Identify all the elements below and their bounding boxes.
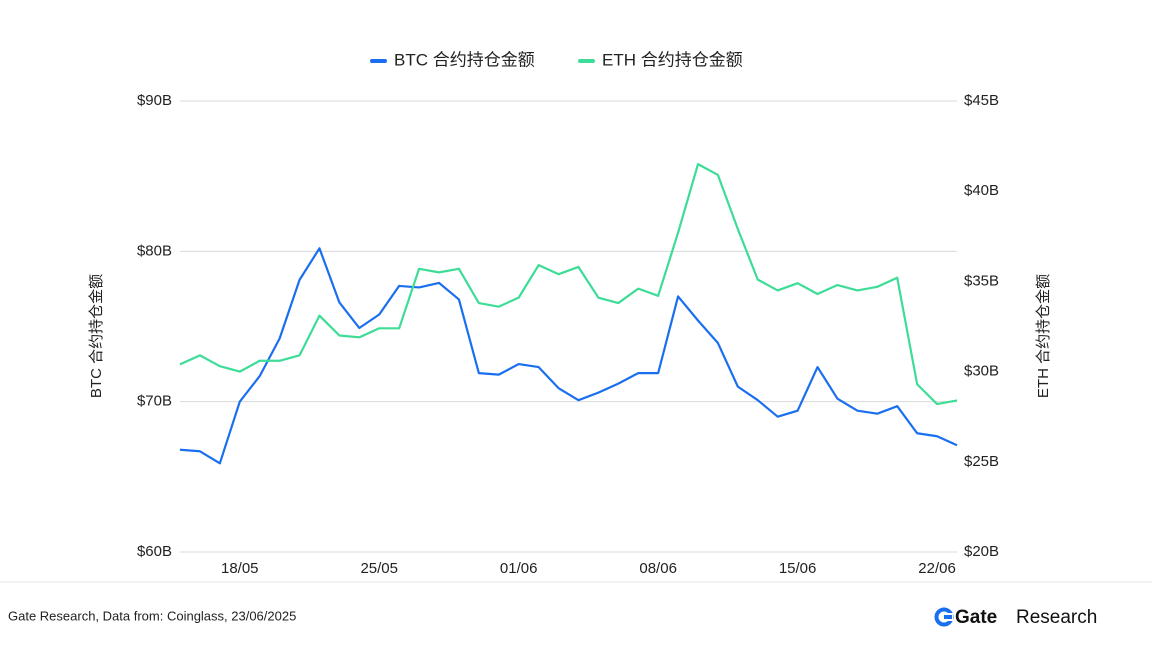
x-tick-label: 18/05 xyxy=(221,560,259,577)
series-line xyxy=(179,247,958,465)
x-tick-label: 22/06 xyxy=(918,560,956,577)
footer-source: Gate Research, Data from: Coinglass, 23/… xyxy=(8,608,296,623)
y2-tick-label: $35B xyxy=(964,272,999,289)
x-tick-label: 08/06 xyxy=(639,560,677,577)
y-axis-label: BTC 合约持仓金额 xyxy=(88,274,105,398)
x-tick-label: 25/05 xyxy=(360,560,398,577)
brand-suffix: Research xyxy=(1016,607,1097,628)
y-tick-label: $80B xyxy=(137,242,172,259)
y2-tick-label: $20B xyxy=(964,543,999,560)
y2-tick-label: $30B xyxy=(964,363,999,380)
legend-label: BTC 合约持仓金额 xyxy=(394,50,535,69)
x-tick-label: 15/06 xyxy=(779,560,817,577)
y2-tick-label: $25B xyxy=(964,453,999,470)
x-tick-label: 01/06 xyxy=(500,560,538,577)
y-tick-label: $60B xyxy=(137,543,172,560)
y2-axis-label: ETH 合约持仓金额 xyxy=(1035,274,1052,398)
y2-tick-label: $45B xyxy=(964,92,999,109)
y-tick-label: $70B xyxy=(137,393,172,410)
brand-icon-bar xyxy=(944,615,952,619)
y2-tick-label: $40B xyxy=(964,182,999,199)
legend-label: ETH 合约持仓金额 xyxy=(602,50,743,69)
y-tick-label: $90B xyxy=(137,92,172,109)
brand-logo: Gate Research xyxy=(934,607,1097,628)
brand-name: Gate xyxy=(955,607,997,628)
series-line xyxy=(179,163,958,406)
